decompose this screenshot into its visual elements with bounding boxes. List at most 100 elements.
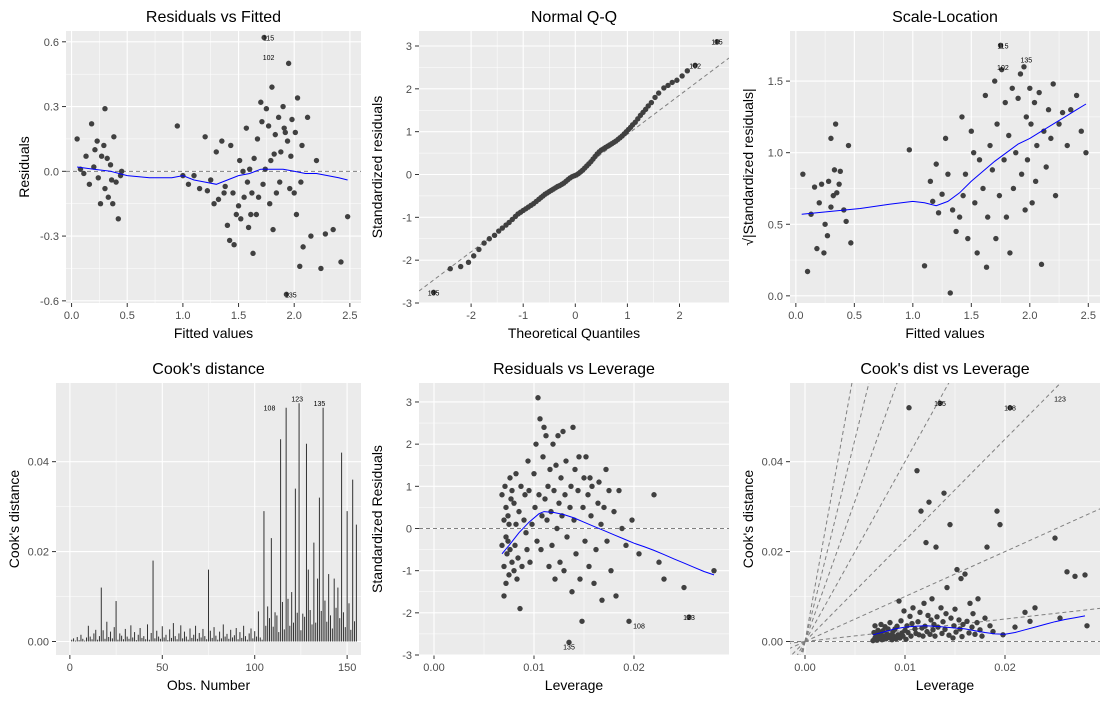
data-point — [939, 630, 945, 637]
outlier-label: 115 — [997, 43, 1008, 50]
data-point — [997, 521, 1003, 528]
data-point — [104, 155, 110, 162]
data-point — [593, 546, 599, 553]
data-point — [636, 551, 642, 557]
data-point — [269, 84, 275, 90]
outlier-label: 102 — [689, 63, 701, 70]
data-point — [808, 211, 814, 217]
data-point — [816, 200, 822, 206]
data-point — [547, 466, 553, 473]
x-tick-label: 0.02 — [623, 662, 644, 674]
data-point — [292, 129, 299, 136]
data-point — [582, 538, 588, 544]
data-point — [962, 171, 969, 177]
x-tick-label: 0.5 — [120, 310, 135, 322]
chart-title: Scale-Location — [892, 9, 998, 26]
data-point — [501, 593, 507, 599]
data-point — [1018, 171, 1025, 177]
x-tick-label: 0.02 — [994, 662, 1015, 674]
y-tick-label: -3 — [402, 650, 412, 662]
data-point — [240, 168, 246, 175]
data-point — [97, 200, 104, 207]
data-point — [987, 142, 993, 149]
x-tick-label: 1.5 — [231, 310, 246, 322]
cooks-contour-line-ext — [799, 641, 806, 655]
data-point — [577, 576, 583, 582]
data-point — [224, 222, 231, 228]
outlier-label: 115 — [263, 35, 274, 42]
y-tick-label: 0.04 — [762, 457, 783, 469]
data-point — [951, 623, 957, 629]
plot-area — [66, 34, 361, 298]
data-point — [1022, 609, 1028, 615]
x-tick-label: -1 — [518, 310, 528, 322]
data-point — [270, 226, 276, 233]
qq-reference-line — [419, 57, 729, 292]
data-point — [259, 118, 265, 125]
data-point — [553, 462, 559, 468]
data-point — [933, 161, 939, 167]
x-tick-label: 2 — [676, 310, 682, 322]
y-tick-label: 1 — [406, 481, 412, 493]
data-point — [322, 231, 329, 237]
data-point — [251, 155, 257, 162]
chart-title: Residuals vs Leverage — [493, 361, 655, 378]
data-point — [491, 232, 498, 239]
outlier-label: 135 — [1020, 58, 1032, 65]
data-point — [318, 265, 324, 272]
data-point — [308, 233, 314, 239]
data-point — [848, 240, 854, 246]
data-point — [551, 487, 557, 494]
data-point — [514, 576, 520, 582]
data-point — [956, 617, 962, 623]
data-point — [549, 542, 555, 549]
data-point — [1052, 535, 1058, 541]
data-point — [268, 157, 274, 164]
data-point — [645, 103, 651, 109]
data-point — [999, 66, 1005, 73]
x-tick-label: 2.5 — [1081, 310, 1096, 322]
data-point — [516, 508, 522, 515]
data-point — [994, 121, 1000, 127]
data-point — [581, 475, 587, 481]
data-point — [904, 623, 910, 629]
data-point — [616, 487, 622, 494]
data-point — [993, 235, 999, 242]
data-point — [608, 567, 614, 574]
data-point — [536, 492, 542, 498]
data-point — [221, 190, 227, 196]
data-point — [508, 496, 514, 502]
data-point — [626, 618, 632, 624]
data-point — [285, 60, 292, 67]
data-point — [208, 177, 214, 183]
data-point — [942, 135, 949, 142]
data-point — [1006, 132, 1012, 139]
data-point — [196, 185, 203, 192]
data-point — [969, 624, 975, 630]
data-point — [589, 483, 595, 490]
data-point — [596, 479, 602, 485]
data-point — [506, 521, 512, 527]
data-point — [471, 253, 477, 259]
data-point — [525, 458, 531, 464]
data-point — [293, 211, 300, 218]
data-point — [558, 475, 564, 481]
y-tick-label: 0.3 — [44, 102, 59, 114]
data-point — [503, 580, 509, 587]
data-point — [344, 213, 351, 220]
data-point — [901, 608, 907, 614]
plot-area — [419, 395, 729, 646]
data-point — [824, 233, 831, 239]
data-point — [230, 190, 236, 196]
data-point — [287, 185, 293, 192]
data-point — [284, 138, 291, 144]
data-point — [914, 467, 920, 474]
data-point — [288, 153, 294, 159]
y-tick-label: 0.0 — [768, 291, 783, 303]
data-point — [972, 200, 978, 206]
data-point — [1034, 142, 1040, 149]
data-point — [540, 454, 546, 460]
data-point — [457, 263, 464, 270]
data-point — [95, 175, 101, 181]
data-point — [529, 521, 535, 527]
